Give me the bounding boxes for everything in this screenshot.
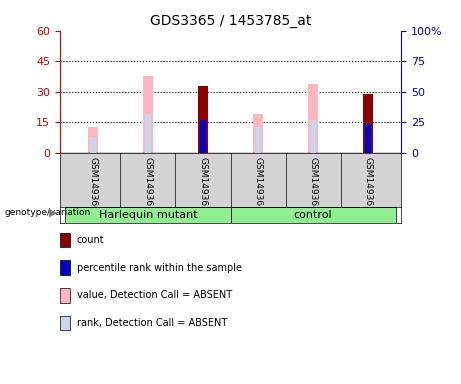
Bar	[90, 137, 96, 153]
Bar	[65, 207, 230, 223]
Text: genotype/variation: genotype/variation	[5, 209, 91, 217]
Bar	[363, 94, 373, 153]
Bar	[198, 86, 208, 153]
Text: ▶: ▶	[49, 208, 57, 218]
Text: GSM149361: GSM149361	[143, 157, 153, 212]
Text: GSM149364: GSM149364	[308, 157, 318, 212]
Text: GSM149362: GSM149362	[199, 157, 207, 212]
Title: GDS3365 / 1453785_at: GDS3365 / 1453785_at	[150, 14, 311, 28]
Bar	[200, 121, 206, 153]
Text: GSM149360: GSM149360	[89, 157, 97, 212]
Text: rank, Detection Call = ABSENT: rank, Detection Call = ABSENT	[77, 318, 227, 328]
Text: control: control	[294, 210, 332, 220]
Text: GSM149365: GSM149365	[364, 157, 372, 212]
Text: Harlequin mutant: Harlequin mutant	[99, 210, 197, 220]
Bar	[365, 124, 371, 153]
Bar	[310, 121, 316, 153]
Bar	[308, 84, 318, 153]
Bar	[145, 114, 151, 153]
Text: value, Detection Call = ABSENT: value, Detection Call = ABSENT	[77, 290, 232, 300]
Bar	[143, 76, 153, 153]
Bar	[230, 207, 396, 223]
Text: GSM149363: GSM149363	[254, 157, 262, 212]
Bar	[253, 114, 263, 153]
Text: count: count	[77, 235, 105, 245]
Bar	[255, 126, 261, 153]
Bar	[88, 126, 98, 153]
Text: percentile rank within the sample: percentile rank within the sample	[77, 263, 242, 273]
